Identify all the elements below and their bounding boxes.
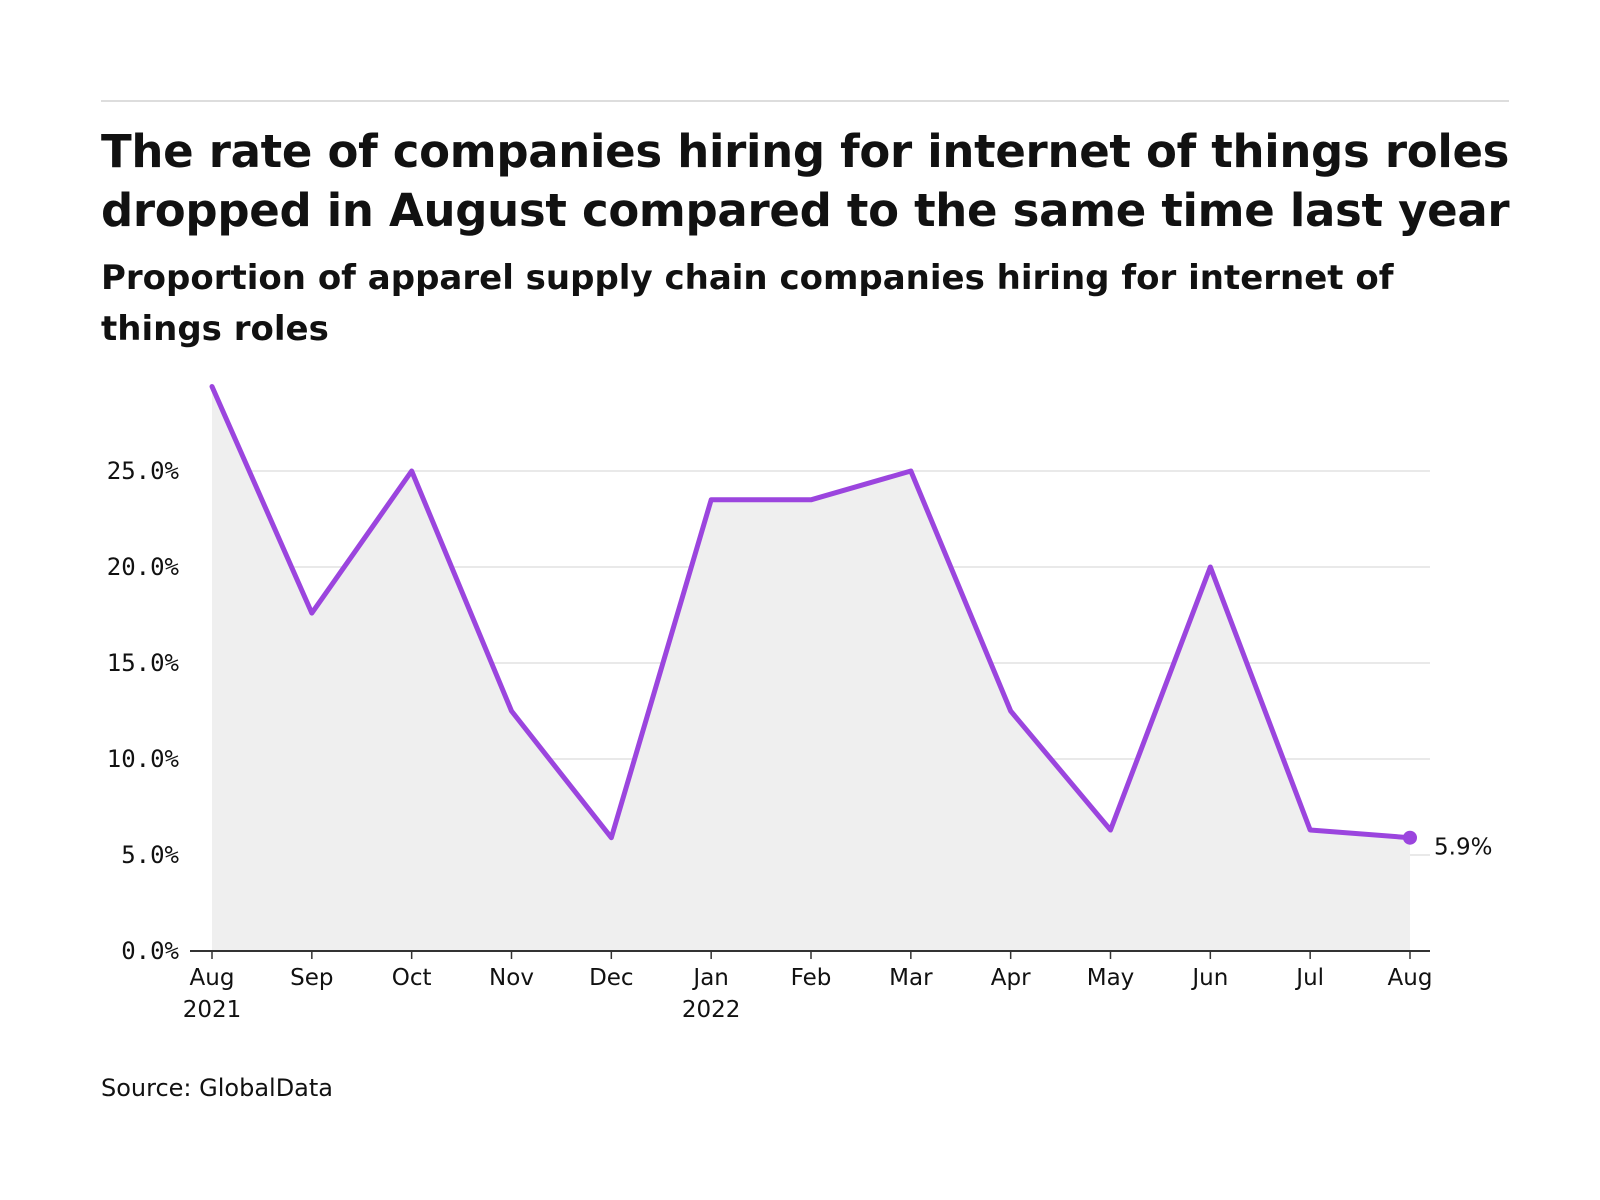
- x-tick-label: Nov: [489, 965, 534, 991]
- area-layer: [212, 386, 1410, 951]
- x-tick-label: Oct: [392, 965, 432, 991]
- chart-title: The rate of companies hiring for interne…: [101, 125, 1510, 237]
- x-tick-label: Aug: [190, 965, 235, 991]
- x-tick-label: Jul: [1294, 965, 1324, 991]
- x-tick-label: 2021: [183, 997, 242, 1023]
- x-tick-label: Mar: [889, 965, 933, 991]
- y-tick-label: 20.0%: [107, 553, 180, 581]
- x-tick-label: Aug: [1388, 965, 1433, 991]
- y-tick-label: 0.0%: [121, 937, 179, 965]
- x-tick-label: Apr: [991, 965, 1031, 991]
- x-tick-label: 2022: [682, 997, 741, 1023]
- end-value-label: 5.9%: [1434, 835, 1492, 861]
- end-point-marker: [1403, 830, 1417, 845]
- x-tick-label: Sep: [290, 965, 333, 991]
- label-layer: 5.9%: [1434, 835, 1492, 861]
- top-divider: [101, 100, 1509, 102]
- y-tick-label: 5.0%: [121, 841, 179, 869]
- x-tick-label: Feb: [791, 965, 832, 991]
- area-fill: [212, 386, 1410, 951]
- x-tick-label: May: [1087, 965, 1135, 991]
- chart-subtitle: Proportion of apparel supply chain compa…: [101, 258, 1394, 349]
- source-note: Source: GlobalData: [101, 1074, 334, 1102]
- y-tick-label: 10.0%: [107, 745, 180, 773]
- x-tick-label: Dec: [589, 965, 634, 991]
- x-tick-label: Jun: [1190, 965, 1228, 991]
- axis-layer: 0.0% 5.0% 10.0% 15.0% 20.0% 25.0% Aug 2021 Sep Oc…: [107, 457, 1433, 1023]
- y-tick-label: 25.0%: [107, 457, 180, 485]
- x-tick-label: Jan: [691, 965, 728, 991]
- line-layer: [209, 384, 1417, 845]
- series-line: [209, 384, 1413, 841]
- y-tick-label: 15.0%: [107, 649, 180, 677]
